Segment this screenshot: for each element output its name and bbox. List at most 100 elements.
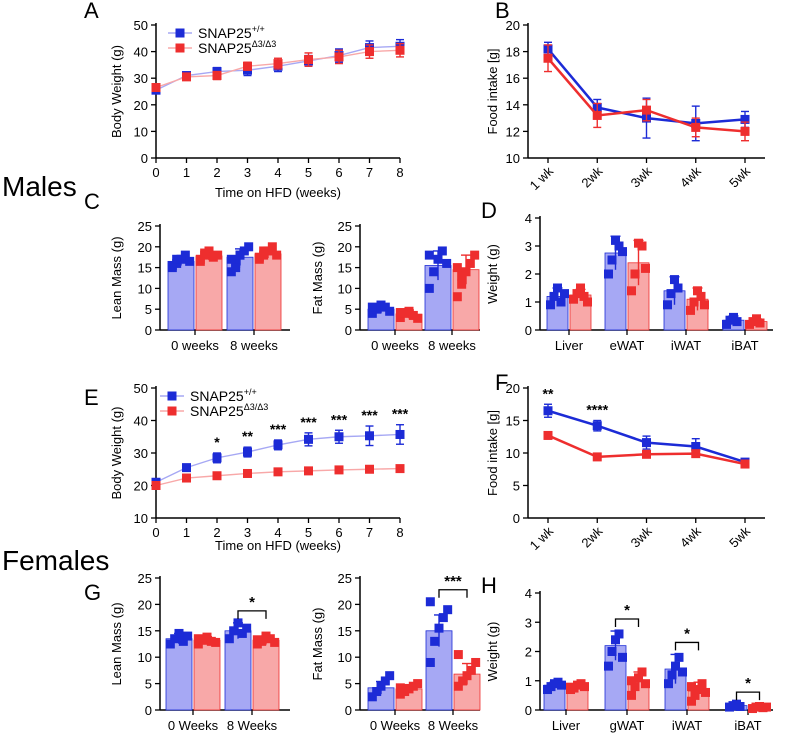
y-axis-label: Food intake [g]	[485, 49, 500, 135]
y-tick-label: 10	[506, 151, 520, 166]
individual-point-wt	[557, 680, 566, 690]
significance-label: *	[624, 602, 630, 619]
y-axis-label: Food intake [g]	[485, 410, 500, 496]
x-tick-label: iWAT	[672, 718, 702, 733]
significance-label: ****	[586, 402, 608, 418]
significance-bracket	[237, 610, 267, 619]
x-tick-label: 2wk	[578, 523, 605, 550]
individual-point-wt	[673, 283, 683, 293]
significance-label: ***	[444, 573, 462, 590]
individual-point-wt	[604, 661, 613, 671]
y-tick-label: 10	[138, 650, 152, 665]
y-axis-label: Body Weight (g)	[109, 45, 124, 138]
individual-point-ko	[453, 681, 463, 691]
y-tick-label: 0	[145, 703, 152, 718]
y-tick-label: 15	[506, 414, 520, 429]
x-tick-label: 6	[335, 165, 342, 180]
individual-point-wt	[546, 300, 555, 310]
individual-point-wt	[430, 636, 440, 646]
x-tick-label: 0 Weeks	[168, 718, 219, 733]
y-tick-label: 20	[506, 18, 520, 33]
y-tick-label: 1	[525, 674, 532, 689]
individual-point-wt	[237, 628, 247, 638]
significance-bracket	[674, 641, 700, 651]
row-label-females: Females	[2, 545, 109, 576]
significance-label: ***	[270, 421, 287, 437]
individual-point-wt	[671, 661, 680, 671]
y-tick-label: 20	[338, 240, 352, 255]
individual-point-ko	[272, 250, 282, 260]
individual-point-wt	[174, 628, 184, 638]
data-point-ko	[592, 452, 602, 462]
data-point-wt	[182, 463, 191, 473]
x-tick-label: 7	[366, 165, 373, 180]
significance-label: *	[745, 675, 751, 692]
individual-point-wt	[678, 667, 687, 677]
individual-point-ko	[580, 682, 589, 692]
individual-point-ko	[254, 252, 264, 262]
y-tick-label: 5	[145, 302, 152, 317]
x-tick-label: 5wk	[726, 523, 753, 550]
significance-label: *	[214, 434, 220, 450]
individual-point-ko	[200, 248, 210, 258]
x-tick-label: 8	[396, 525, 403, 540]
y-tick-label: 10	[134, 511, 148, 526]
significance-label: **	[242, 428, 253, 444]
y-tick-label: 20	[138, 597, 152, 612]
x-axis-label: Time on HFD (weeks)	[215, 538, 341, 553]
x-tick-label: gWAT	[610, 718, 645, 733]
x-tick-label: 7	[366, 525, 373, 540]
data-point-ko	[691, 122, 701, 132]
y-tick-label: 0	[345, 323, 352, 338]
y-tick-label: 3	[525, 239, 532, 254]
individual-point-ko	[696, 291, 706, 301]
x-tick-label: 5	[305, 525, 312, 540]
significance-label: ***	[331, 411, 348, 427]
individual-point-ko	[627, 690, 636, 700]
individual-point-wt	[170, 634, 180, 644]
individual-point-wt	[614, 241, 624, 251]
y-tick-label: 25	[338, 219, 352, 234]
x-tick-label: Liver	[552, 718, 581, 733]
y-tick-label: 30	[134, 446, 148, 461]
individual-point-ko	[270, 637, 280, 647]
data-point-wt	[365, 431, 374, 441]
y-tick-label: 5	[513, 479, 520, 494]
individual-point-ko	[693, 286, 702, 296]
data-point-wt	[592, 421, 602, 431]
data-point-ko	[691, 449, 701, 459]
individual-point-wt	[604, 269, 613, 279]
y-tick-label: 40	[134, 45, 148, 60]
x-tick-label: 8 weeks	[428, 338, 476, 353]
individual-point-wt	[183, 631, 193, 641]
data-point-wt	[273, 440, 283, 450]
y-tick-label: 1	[525, 295, 532, 310]
panel-label: D	[481, 198, 497, 223]
x-tick-label: 1 wk	[527, 163, 557, 193]
individual-point-wt	[611, 635, 620, 645]
panel-label: H	[481, 573, 497, 598]
individual-point-ko	[470, 250, 480, 260]
data-point-wt	[334, 432, 344, 442]
x-tick-label: 0	[152, 165, 159, 180]
data-point-ko	[243, 61, 252, 71]
individual-point-wt	[429, 267, 439, 277]
legend-marker-ko	[175, 43, 185, 53]
individual-point-wt	[611, 235, 620, 245]
significance-label: ***	[300, 414, 317, 430]
x-tick-label: iBAT	[734, 718, 761, 733]
individual-point-wt	[376, 681, 386, 691]
individual-point-ko	[697, 679, 707, 689]
panel-label: E	[84, 385, 99, 410]
individual-point-wt	[556, 297, 566, 307]
y-tick-label: 0	[141, 151, 148, 166]
individual-point-wt	[185, 256, 195, 266]
y-tick-label: 0	[345, 703, 352, 718]
data-point-wt	[243, 447, 252, 457]
individual-point-wt	[437, 246, 447, 256]
significance-label: *	[249, 594, 255, 611]
individual-point-ko	[630, 682, 640, 692]
y-tick-label: 50	[134, 381, 148, 396]
individual-point-wt	[424, 283, 434, 293]
